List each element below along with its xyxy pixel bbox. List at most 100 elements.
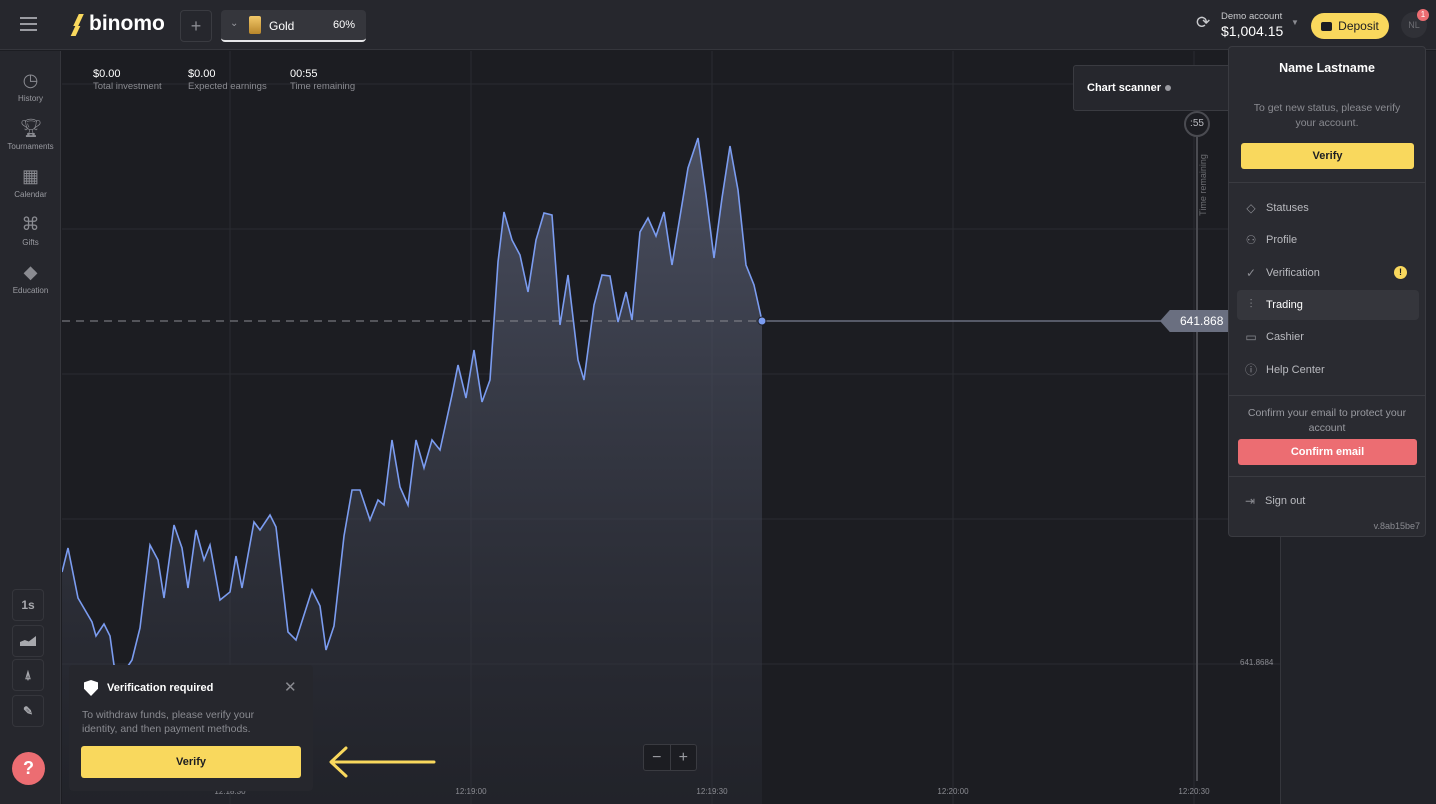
stat-time-remaining: 00:55 Time remaining	[290, 68, 356, 92]
asset-payout: 60%	[332, 19, 355, 31]
sidebar-item-label: Tournaments	[7, 142, 54, 151]
menu-item-sign-out[interactable]: ⇥ Sign out	[1236, 486, 1418, 516]
deposit-label: Deposit	[1338, 19, 1379, 33]
zoom-controls: − +	[643, 744, 697, 771]
sidebar-item-education[interactable]: ◆ Education	[0, 261, 61, 295]
menu-item-verification[interactable]: ✓ Verification!	[1237, 258, 1419, 288]
shield-check-icon	[84, 680, 98, 696]
timeframe-button[interactable]: 1s	[12, 589, 44, 621]
pencil-icon: ✎	[22, 704, 34, 718]
confirm-email-button[interactable]: Confirm email	[1238, 439, 1417, 465]
notification-badge: 1	[1417, 9, 1429, 21]
caret-down-icon[interactable]: ▼	[1291, 18, 1299, 27]
chart-icon: ⫶	[1249, 297, 1253, 312]
drawing-tools-button[interactable]: ⍋	[12, 659, 44, 691]
expiry-timer: :55	[1184, 111, 1210, 137]
menu-item-label: Verification	[1266, 266, 1320, 279]
gold-bar-icon	[249, 16, 261, 34]
zoom-out-button[interactable]: −	[644, 745, 671, 770]
sidebar-item-history[interactable]: ◷ History	[0, 69, 61, 103]
close-icon[interactable]: ✕	[284, 679, 297, 696]
area-chart-icon	[20, 636, 36, 646]
menu-item-label: Profile	[1266, 234, 1298, 247]
diamond-icon: ◇	[1246, 201, 1256, 215]
clock-icon: ◷	[22, 70, 39, 90]
gift-icon: ⌘	[21, 214, 40, 234]
sidebar-item-gifts[interactable]: ⌘ Gifts	[0, 213, 61, 247]
menu-item-profile[interactable]: ⚇ Profile	[1237, 225, 1419, 255]
account-type[interactable]: Demo account	[1221, 11, 1283, 22]
sign-out-icon: ⇥	[1244, 494, 1256, 508]
top-bar: binomo + ⌄ Gold 60% ⟳ Demo account $1,00…	[0, 0, 1436, 50]
x-tick-label: 12:19:00	[455, 787, 487, 796]
status-text: To get new status, please verify your ac…	[1253, 102, 1401, 129]
chevron-down-icon: ⌄	[230, 18, 239, 29]
sidebar-item-tournaments[interactable]: 🏆︎ Tournaments	[0, 117, 61, 151]
menu-item-label: Help Center	[1266, 363, 1325, 376]
x-tick-label: 12:20:00	[937, 787, 969, 796]
sidebar-item-label: Gifts	[22, 238, 39, 247]
zoom-in-button[interactable]: +	[678, 749, 688, 766]
current-price-point	[757, 316, 767, 326]
asset-tab-gold[interactable]: ⌄ Gold 60%	[221, 10, 366, 42]
divider	[1229, 395, 1425, 396]
trophy-icon: 🏆︎	[19, 118, 43, 138]
chart-type-button[interactable]	[12, 625, 44, 657]
binomo-logo-icon	[70, 14, 84, 36]
chart-scanner-label: Chart scanner	[1087, 82, 1161, 94]
sidebar-item-label: Education	[12, 286, 49, 295]
menu-item-label: Cashier	[1266, 331, 1304, 344]
menu-item-trading[interactable]: ⫶ Trading	[1237, 289, 1419, 320]
sidebar-item-calendar[interactable]: ▦ Calendar	[0, 165, 61, 199]
account-menu: Name Lastname To get new status, please …	[1228, 46, 1426, 537]
email-text: Confirm your email to protect your accou…	[1247, 407, 1407, 434]
info-icon: ⓘ	[1244, 363, 1257, 377]
toast-text: To withdraw funds, please verify your id…	[82, 709, 255, 735]
sidebar: ◷ History 🏆︎ Tournaments ▦ Calendar ⌘ Gifts ◆ Edu…	[0, 51, 61, 804]
add-asset-button[interactable]: +	[180, 10, 212, 42]
menu-item-label: Trading	[1266, 298, 1303, 311]
check-circle-icon: ✓	[1245, 265, 1257, 280]
verification-toast: Verification required ✕ To withdraw fund…	[69, 665, 313, 791]
status-dot-icon	[1165, 85, 1171, 91]
price-area-fill	[62, 138, 762, 804]
menu-item-cashier[interactable]: ▭ Cashier	[1237, 322, 1419, 352]
hamburger-menu-icon[interactable]	[20, 17, 37, 31]
toast-title: Verification required	[107, 682, 214, 694]
axis-price-label: 641.8684	[1240, 658, 1274, 667]
x-tick-label: 12:19:30	[696, 787, 728, 796]
sidebar-item-label: Calendar	[14, 190, 47, 199]
deposit-button[interactable]: Deposit	[1311, 13, 1389, 39]
calendar-icon: ▦	[21, 166, 39, 186]
version-label: v.8ab15be7	[1373, 521, 1420, 531]
x-tick-label: 12:20:30	[1178, 787, 1210, 796]
current-price-label: 641.868	[1160, 310, 1230, 332]
stat-expected-earnings: $0.00 Expected earnings	[188, 68, 267, 92]
divider	[1229, 476, 1425, 477]
account-balance[interactable]: $1,004.15	[1221, 23, 1284, 39]
pencil-button[interactable]: ✎	[12, 695, 44, 727]
menu-verify-button[interactable]: Verify	[1241, 143, 1414, 169]
arrow-left-icon	[329, 746, 436, 778]
time-remaining-label: Time remaining	[1197, 154, 1208, 216]
asset-name: Gold	[269, 19, 295, 33]
menu-item-label: Statuses	[1266, 202, 1309, 214]
refresh-icon[interactable]: ⟳	[1196, 13, 1211, 32]
menu-item-help-center[interactable]: ⓘ Help Center	[1237, 355, 1419, 385]
divider	[1229, 182, 1425, 183]
stat-total-investment: $0.00 Total investment	[93, 68, 162, 92]
graduation-cap-icon: ◆	[23, 262, 38, 282]
logo-text: binomo	[89, 12, 165, 35]
help-button[interactable]: ?	[12, 752, 45, 785]
compass-icon: ⍋	[24, 667, 32, 682]
x-tick-label: 12:18:30	[214, 787, 246, 796]
wallet-icon: ▭	[1245, 330, 1257, 345]
user-name: Name Lastname	[1279, 61, 1375, 75]
sidebar-item-label: History	[18, 94, 43, 103]
menu-item-statuses[interactable]: ◇ Statuses	[1237, 193, 1419, 223]
chart-scanner-panel[interactable]: Chart scanner	[1073, 65, 1233, 111]
wallet-icon	[1321, 21, 1333, 31]
price-line	[62, 137, 763, 674]
alert-icon: !	[1394, 266, 1407, 280]
toast-verify-button[interactable]: Verify	[81, 746, 301, 778]
